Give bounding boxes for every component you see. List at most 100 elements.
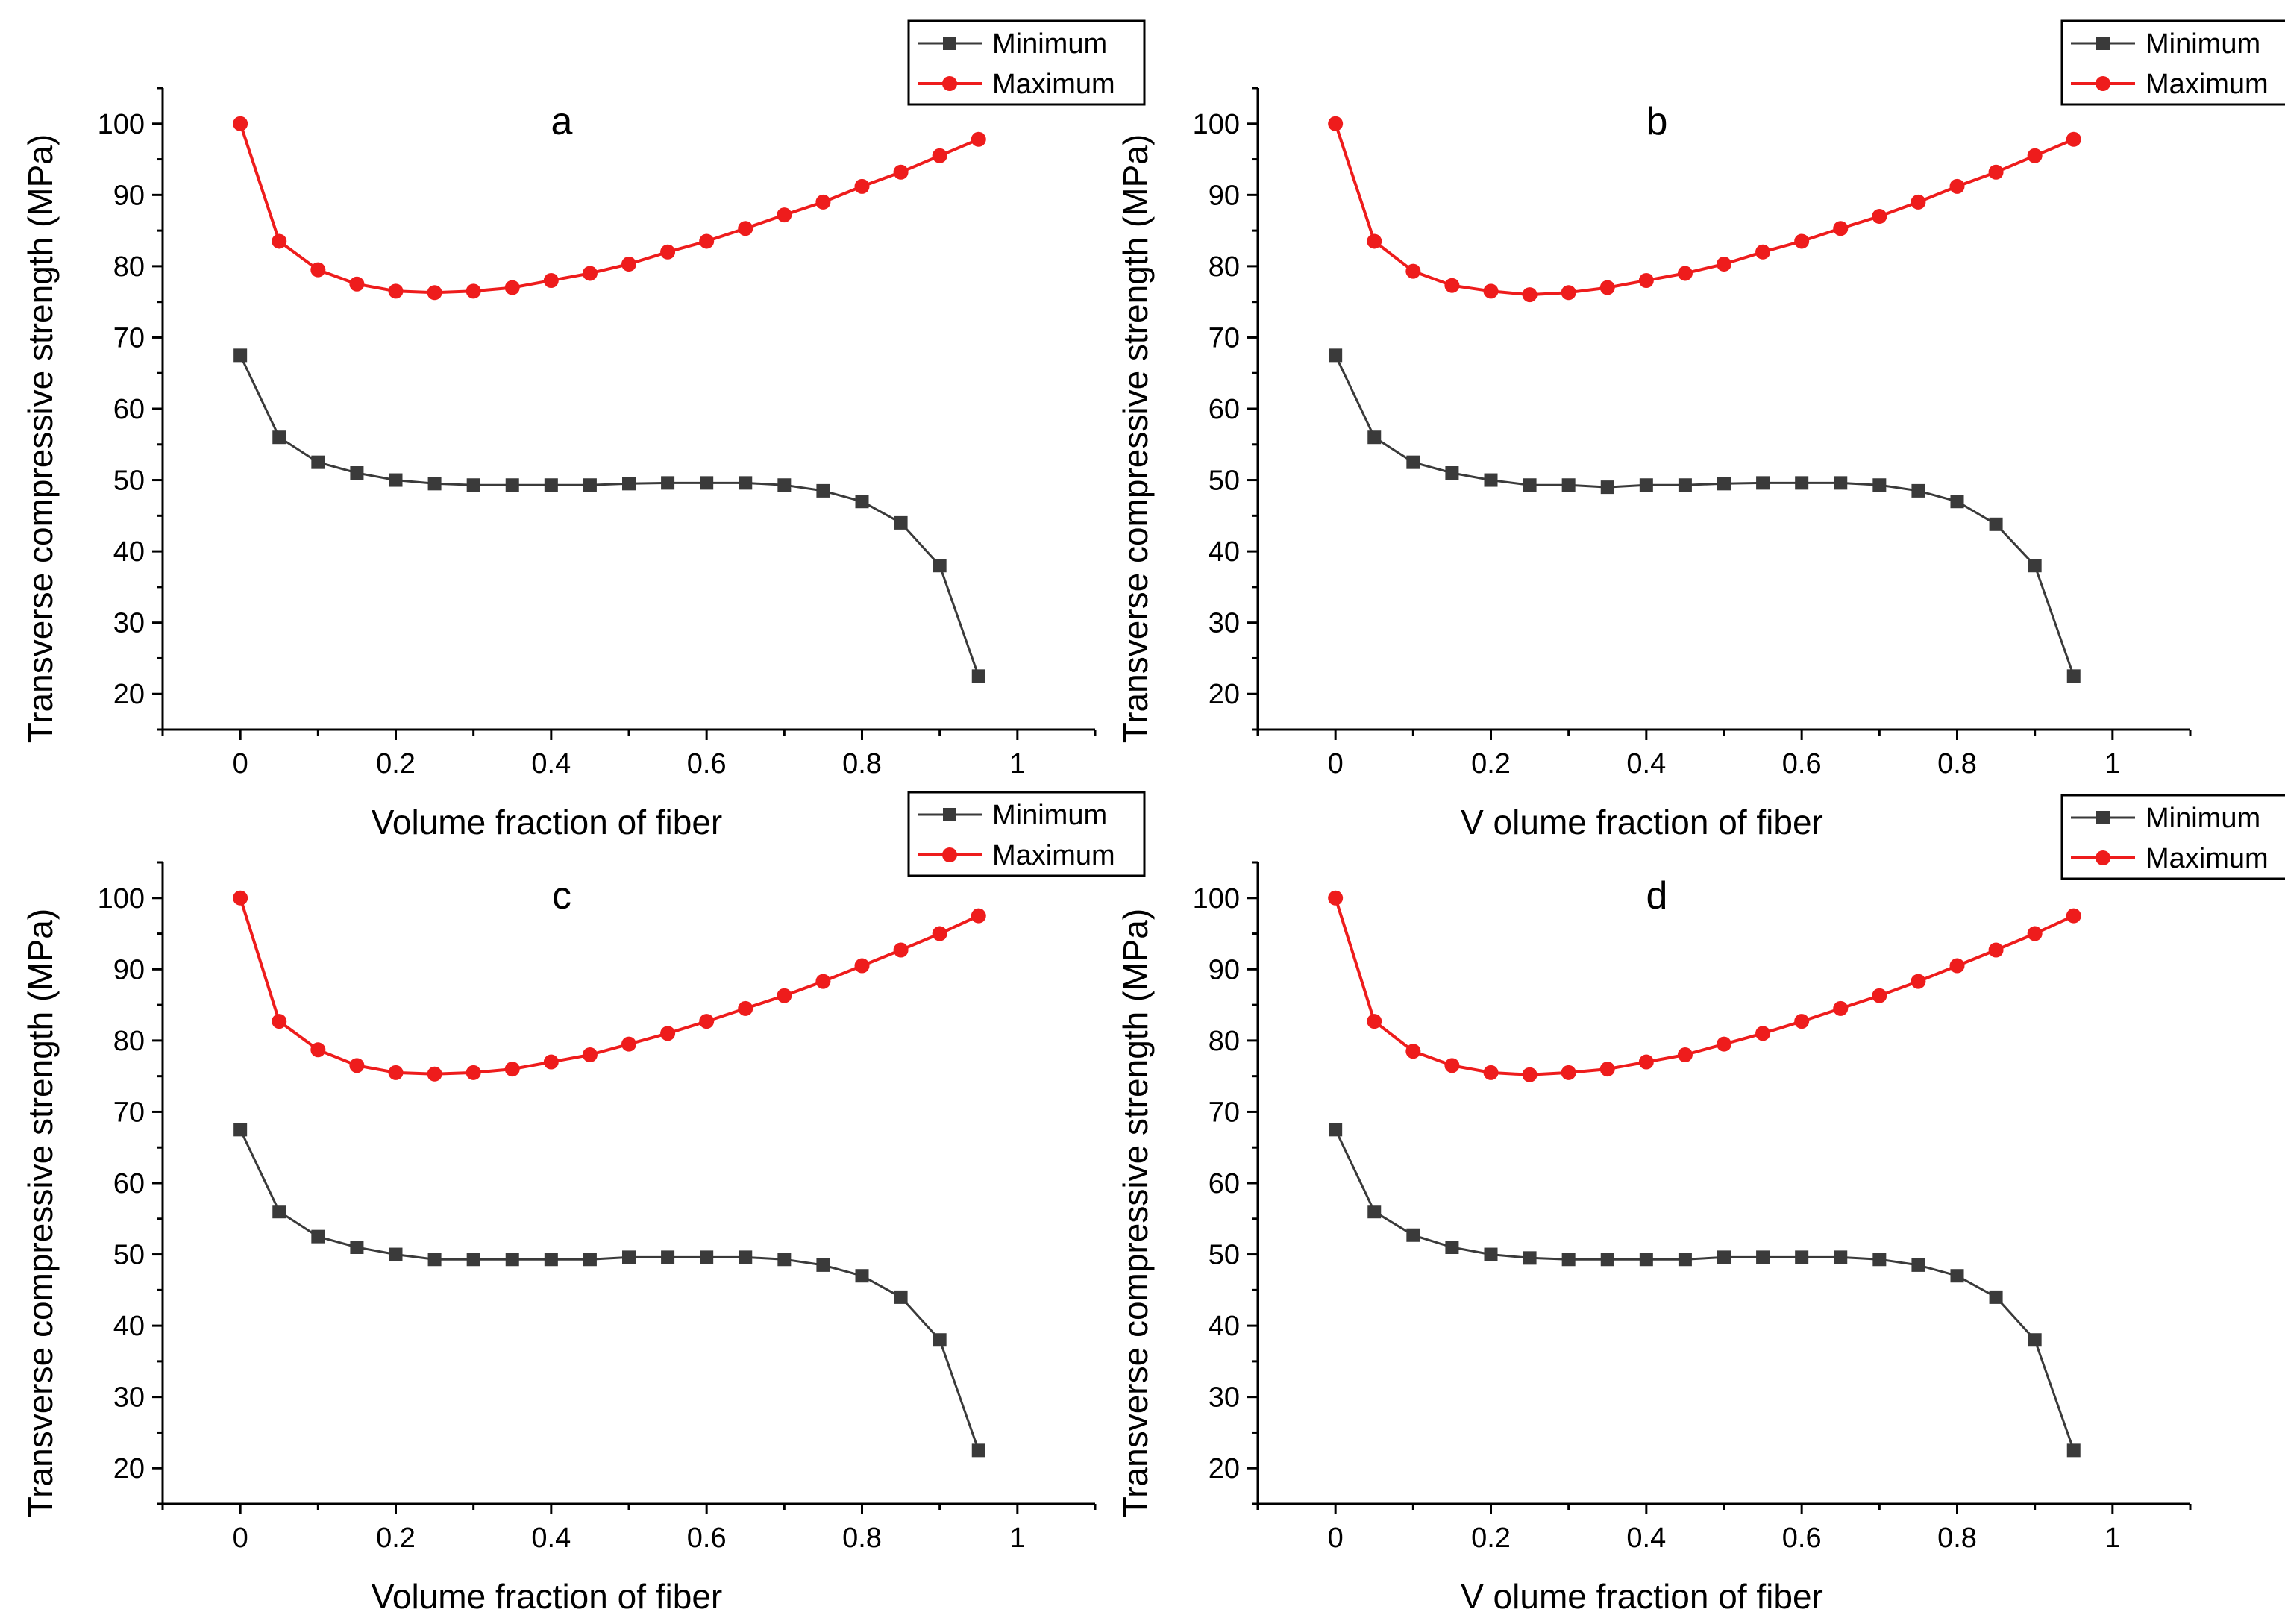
data-point-maximum — [1444, 1058, 1460, 1073]
y-tick-label: 100 — [98, 109, 145, 140]
data-point-minimum — [583, 1253, 597, 1267]
data-point-minimum — [272, 430, 286, 445]
legend-marker-maximum — [942, 847, 957, 862]
data-point-maximum — [388, 1065, 404, 1080]
data-point-minimum — [427, 1253, 442, 1267]
series-line-minimum — [239, 354, 980, 677]
x-tick-label: 0.2 — [1471, 748, 1511, 780]
data-point-minimum — [971, 669, 985, 683]
data-point-maximum — [1367, 233, 1382, 249]
data-point-maximum — [1561, 1065, 1576, 1080]
data-point-maximum — [1755, 1026, 1771, 1041]
chart-panel-a: 20 30 40 50 60 70 80 90 100 0 0.2 0.4 0.6 0.8 1 Volume … — [21, 19, 1146, 841]
data-point-maximum — [1794, 233, 1810, 249]
data-point-minimum — [466, 1253, 480, 1267]
data-point-maximum — [1717, 1036, 1731, 1052]
chart-panel-c: 20 30 40 50 60 70 80 90 100 0 0.2 0.4 0.6 0.8 1 Volume … — [21, 791, 1146, 1616]
legend-marker-maximum — [2096, 850, 2110, 865]
data-point-minimum — [2028, 559, 2042, 573]
panel-letter: b — [1646, 100, 1668, 143]
data-point-maximum — [310, 262, 326, 278]
y-tick-label: 60 — [113, 1168, 145, 1200]
data-point-minimum — [1523, 478, 1537, 492]
y-tick-label: 40 — [1209, 1311, 1240, 1342]
x-tick-label: 0 — [1328, 748, 1344, 780]
data-point-minimum — [1795, 1250, 1809, 1264]
data-point-maximum — [1949, 178, 1965, 194]
x-tick-label: 0.8 — [1937, 748, 1977, 780]
data-point-maximum — [1677, 1047, 1693, 1062]
data-point-maximum — [1988, 942, 2004, 958]
data-point-minimum — [777, 478, 792, 492]
x-tick-label: 0.2 — [376, 748, 416, 780]
data-point-minimum — [2028, 1333, 2042, 1347]
data-point-minimum — [816, 483, 830, 498]
data-point-maximum — [699, 1014, 715, 1029]
data-point-minimum — [350, 466, 364, 480]
panel-letter: c — [552, 874, 571, 918]
data-point-maximum — [1328, 116, 1344, 131]
data-point-maximum — [1638, 273, 1654, 288]
data-point-minimum — [816, 1258, 830, 1272]
data-point-maximum — [815, 974, 831, 989]
data-point-minimum — [1717, 477, 1731, 491]
data-point-maximum — [1911, 194, 1926, 210]
chart-panel-b: 20 30 40 50 60 70 80 90 100 0 0.2 0.4 0.6 0.8 1 V olume… — [1116, 19, 2285, 841]
legend-label: Minimum — [2145, 803, 2260, 834]
data-point-minimum — [933, 559, 947, 573]
y-tick-label: 60 — [113, 394, 145, 425]
data-point-minimum — [661, 476, 675, 490]
data-point-maximum — [1599, 1062, 1615, 1077]
data-point-minimum — [1834, 1250, 1848, 1264]
data-point-maximum — [1833, 221, 1849, 236]
y-tick-label: 40 — [113, 536, 145, 568]
y-tick-label: 90 — [1209, 180, 1240, 211]
data-point-maximum — [543, 273, 559, 288]
data-point-minimum — [1484, 1247, 1498, 1261]
x-tick-label: 0 — [1328, 1523, 1344, 1554]
legend-label: Maximum — [992, 840, 1115, 871]
x-tick-label: 0.8 — [842, 1523, 882, 1554]
data-point-minimum — [544, 478, 558, 492]
data-point-maximum — [1328, 890, 1344, 906]
y-tick-label: 50 — [1209, 1240, 1240, 1271]
series-line-maximum — [1334, 123, 2075, 297]
legend-marker-minimum — [2096, 811, 2110, 824]
data-point-maximum — [233, 116, 248, 131]
data-point-minimum — [1367, 430, 1382, 445]
y-tick-label: 50 — [113, 465, 145, 497]
data-point-maximum — [815, 194, 831, 210]
data-point-maximum — [893, 164, 909, 180]
data-point-maximum — [971, 131, 986, 147]
data-point-minimum — [777, 1253, 792, 1267]
x-tick-label: 0.8 — [1937, 1523, 1977, 1554]
x-tick-label: 0.2 — [1471, 1523, 1511, 1554]
y-tick-label: 40 — [1209, 536, 1240, 568]
y-tick-label: 100 — [98, 883, 145, 915]
y-tick-label: 30 — [1209, 1382, 1240, 1414]
y-tick-label: 20 — [1209, 679, 1240, 710]
x-axis-label: V olume fraction of fiber — [1461, 803, 1823, 841]
data-point-maximum — [621, 257, 636, 272]
data-point-maximum — [660, 1026, 676, 1041]
x-tick-label: 0.6 — [1782, 748, 1822, 780]
data-point-maximum — [660, 244, 676, 260]
data-point-minimum — [505, 1253, 519, 1267]
data-point-maximum — [1522, 1067, 1538, 1082]
data-point-minimum — [1678, 1253, 1692, 1267]
data-point-minimum — [1367, 1205, 1382, 1219]
legend: Minimum Maximum — [2060, 794, 2285, 880]
x-tick-label: 1 — [2104, 1523, 2120, 1554]
data-point-minimum — [389, 1247, 403, 1261]
data-point-minimum — [1911, 1258, 1925, 1272]
data-point-maximum — [388, 283, 404, 299]
y-axis-label: Transverse compressive strength (MPa) — [1116, 909, 1155, 1517]
data-point-minimum — [311, 455, 325, 469]
data-point-maximum — [2066, 131, 2081, 147]
data-point-maximum — [427, 285, 442, 301]
y-tick-label: 20 — [1209, 1453, 1240, 1485]
series-line-maximum — [239, 123, 979, 295]
data-point-maximum — [310, 1042, 326, 1058]
data-point-minimum — [350, 1241, 364, 1254]
